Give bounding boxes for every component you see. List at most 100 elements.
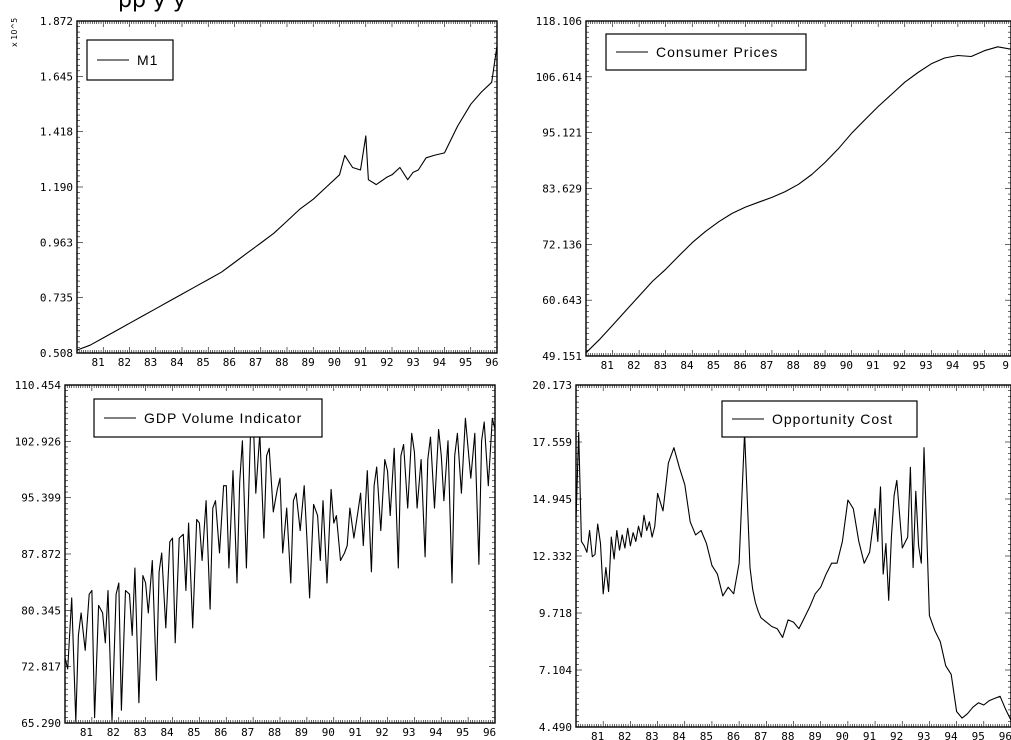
chart-panel-3: 110.454 102.926 95.399 87.872 80.345 72.817 65… [15,379,497,739]
x-tick-label: 86 [733,359,746,372]
x-tick-label: 92 [893,359,906,372]
x-tick-label: 81 [601,359,614,372]
x-tick-label: 83 [144,356,157,369]
x-tick-label: 86 [223,356,236,369]
y-tick-label: 12.332 [532,550,572,563]
y-tick-label: 106.614 [536,71,583,84]
y-tick-label: 1.418 [40,126,73,139]
y-tick-label: 65.290 [21,717,61,730]
x-tick-label: 89 [808,730,821,740]
x-tick-label: 90 [328,356,341,369]
x-tick-label: 83 [654,359,667,372]
x-tick-label: 82 [618,730,631,740]
x-tick-label: 94 [429,726,443,739]
x-tick-label: 85 [187,726,200,739]
y-tick-label: 9.718 [539,607,572,620]
x-tick-label: 85 [707,359,720,372]
x-tick-label: 81 [80,726,93,739]
x-tick-label: 84 [673,730,687,740]
y-tick-label: 1.190 [40,181,73,194]
y-tick-label: 110.454 [15,379,62,392]
x-tick-label: 95 [973,359,986,372]
x-tick-label: 91 [863,730,876,740]
x-tick-label: 93 [917,730,930,740]
x-tick-label: 93 [919,359,932,372]
y-tick-label: 87.872 [21,548,61,561]
x-tick-label: 86 [727,730,740,740]
x-tick-label: 89 [295,726,308,739]
y-tick-label: 7.104 [539,664,572,677]
y-tick-label: 0.508 [40,347,73,360]
x-tick-label: 95 [456,726,469,739]
x-tick-label: 89 [302,356,315,369]
x-tick-label: 81 [591,730,604,740]
x-tick-label: 86 [214,726,227,739]
y-tick-label: 4.490 [539,721,572,734]
x-tick-label: 84 [170,356,184,369]
x-tick-label: 92 [890,730,903,740]
legend-box [721,400,918,438]
x-tick-label: 90 [840,359,853,372]
y-tick-label: 72.136 [542,238,582,251]
y-scale-label: x 10^5 [10,18,19,47]
legend-label: M1 [137,52,158,68]
x-tick-label: 82 [627,359,640,372]
minor-ticks [76,20,498,354]
x-tick-label: 93 [407,356,420,369]
x-tick-label: 95 [459,356,472,369]
chart-panel-1: 1.872 1.645 1.418 1.190 0.963 0.735 0.508 81 82 8… [10,15,499,369]
x-tick-label: 96 [999,730,1011,740]
minor-ticks [575,384,1011,728]
legend: M1 [86,39,174,81]
x-tick-label: 87 [241,726,254,739]
chart-panel-2: 118.106 106.614 95.121 83.629 72.136 60.643 49… [536,15,1011,372]
plot-frame [585,20,1011,357]
y-tick-label: 102.926 [15,435,61,448]
x-tick-label: 94 [433,356,447,369]
x-tick-label: 84 [160,726,174,739]
legend: Consumer Prices [605,33,807,71]
x-tick-label: 87 [760,359,773,372]
x-tick-label: 82 [107,726,120,739]
x-tick-label: 88 [268,726,281,739]
y-tick-label: 0.735 [40,292,73,305]
x-tick-label: 94 [946,359,960,372]
x-tick-label: 95 [972,730,985,740]
x-tick-label: 88 [275,356,288,369]
x-tick-label: 85 [197,356,210,369]
x-tick-label: 93 [402,726,415,739]
x-tick-label: 88 [781,730,794,740]
x-tick-label: 85 [700,730,713,740]
y-tick-label: 1.645 [40,70,73,83]
series-line [575,431,1011,721]
y-tick-label: 17.559 [532,436,572,449]
x-tick-label: 90 [836,730,849,740]
x-tick-label: 91 [349,726,362,739]
y-tick-label: 83.629 [542,183,582,196]
x-tick-label: 84 [680,359,694,372]
y-tick-label: 80.345 [21,604,61,617]
x-tick-label: 9 [1002,359,1009,372]
y-tick-label: 95.399 [21,492,61,505]
x-tick-label: 88 [787,359,800,372]
x-tick-label: 94 [944,730,958,740]
legend-label: Opportunity Cost [772,411,893,427]
legend: Opportunity Cost [721,400,918,438]
chart-panel-4: 20.173 17.559 14.945 12.332 9.718 7.104 4.490 8… [532,379,1011,740]
series-line [64,414,496,722]
legend-label: GDP Volume Indicator [144,410,302,426]
x-tick-label: 87 [249,356,262,369]
x-tick-label: 90 [322,726,335,739]
y-tick-label: 49.151 [542,350,582,363]
y-tick-label: 1.872 [40,15,73,28]
x-tick-label: 91 [354,356,367,369]
minor-ticks [585,20,1011,357]
y-tick-label: 72.817 [21,661,61,674]
x-tick-label: 92 [380,356,393,369]
page-title: pp y y [118,0,186,13]
y-tick-label: 60.643 [542,294,582,307]
legend-label: Consumer Prices [656,44,778,60]
series-line [76,45,498,351]
series-line [585,46,1011,354]
